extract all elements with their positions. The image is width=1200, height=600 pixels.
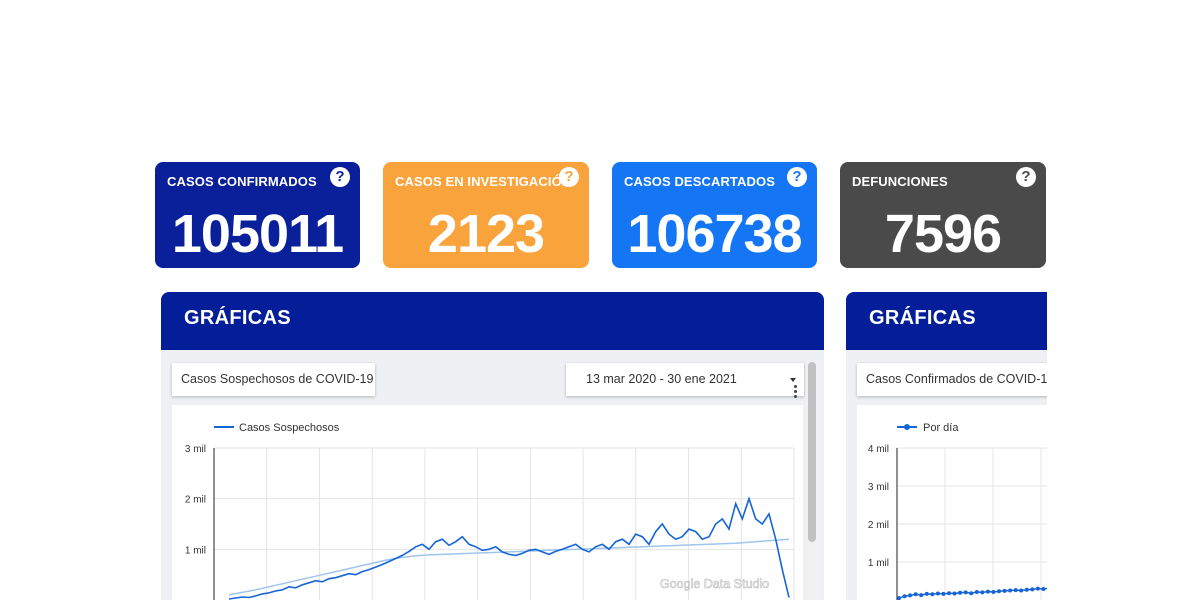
legend-label: Casos Sospechosos: [239, 422, 340, 434]
data-point: [935, 591, 940, 596]
card-value: 106738: [627, 204, 802, 264]
chart-selector-label: Casos Sospechosos de COVID-19: [181, 372, 374, 386]
card-confirmed: CASOS CONFIRMADOS ? 105011: [155, 162, 360, 268]
legend-label: Por día: [923, 422, 959, 434]
card-discarded: CASOS DESCARTADOS ? 106738: [612, 162, 817, 268]
card-label: DEFUNCIONES: [852, 174, 948, 189]
help-icon[interactable]: ?: [330, 167, 350, 187]
y-tick-label: 4 mil: [868, 444, 889, 455]
help-icon[interactable]: ?: [1016, 167, 1036, 187]
data-point: [1024, 587, 1029, 592]
y-tick-label: 2 mil: [185, 495, 206, 506]
data-point: [1002, 588, 1007, 593]
data-point: [1035, 586, 1040, 591]
data-point: [1019, 588, 1024, 593]
panel-title: GRÁFICAS: [869, 307, 976, 329]
y-tick-label: 1 mil: [185, 545, 206, 556]
data-point: [947, 591, 951, 596]
data-point: [897, 596, 901, 600]
chart-selector-label: Casos Confirmados de COVID-19: [866, 372, 1047, 386]
data-point: [919, 593, 924, 598]
legend-marker: [904, 424, 910, 430]
help-icon[interactable]: ?: [559, 167, 579, 187]
data-point: [985, 589, 990, 594]
series-line-suspected: [228, 496, 790, 600]
data-point: [908, 593, 913, 598]
data-point: [924, 591, 929, 596]
data-point: [952, 591, 957, 596]
chart-area: Casos Sospechosos 1 mil 2 mil 3 mil Google D…: [172, 405, 803, 600]
y-tick-label: 1 mil: [868, 558, 889, 569]
data-point: [980, 590, 985, 595]
y-tick-label: 2 mil: [868, 520, 889, 531]
data-point: [991, 590, 996, 594]
data-point: [974, 590, 979, 594]
data-point: [958, 590, 963, 595]
card-value: 2123: [427, 204, 545, 264]
data-point: [1013, 588, 1018, 593]
suspected-cases-chart: Casos Sospechosos 1 mil 2 mil 3 mil Google D…: [185, 422, 795, 600]
series-line-per-day: [898, 587, 1047, 599]
panel-body: Casos Sospechosos de COVID-19 13 mar 202…: [161, 350, 824, 600]
data-point: [902, 594, 907, 599]
trend-line: [228, 538, 790, 596]
more-options-icon[interactable]: [794, 385, 798, 400]
chart-selector[interactable]: Casos Sospechosos de COVID-19: [172, 363, 375, 396]
date-range-label: 13 mar 2020 - 30 ene 2021: [586, 372, 737, 386]
data-point: [930, 592, 935, 597]
watermark: Google Data Studio: [660, 577, 769, 591]
data-point: [1041, 587, 1046, 591]
data-point: [1030, 587, 1035, 592]
card-label: CASOS EN INVESTIGACIÓN: [395, 174, 572, 189]
card-label: CASOS DESCARTADOS: [624, 174, 775, 189]
scrollbar[interactable]: [806, 360, 818, 600]
chart-area: Por día 1 mil 2 mil 3 mil 4 mil: [857, 405, 1047, 600]
date-range-picker[interactable]: 13 mar 2020 - 30 ene 2021: [566, 363, 804, 396]
data-point: [963, 590, 968, 595]
data-point: [913, 592, 918, 597]
help-icon[interactable]: ?: [787, 167, 807, 187]
data-point: [1008, 588, 1013, 593]
card-investigation: CASOS EN INVESTIGACIÓN ? 2123: [383, 162, 589, 268]
panel-header: GRÁFICAS: [161, 292, 824, 350]
panel-body: Casos Confirmados de COVID-19 Por día 1 m…: [846, 350, 1047, 600]
confirmed-cases-chart: Por día 1 mil 2 mil 3 mil 4 mil: [868, 422, 1047, 600]
data-point: [941, 591, 946, 596]
graphs-panel-confirmed: GRÁFICAS Casos Confirmados de COVID-19 P…: [846, 292, 1047, 600]
y-tick-label: 3 mil: [185, 444, 206, 455]
panel-title: GRÁFICAS: [184, 307, 291, 329]
data-point: [997, 589, 1001, 594]
data-point: [969, 591, 974, 596]
card-deaths: DEFUNCIONES ? 7596: [840, 162, 1046, 268]
card-value: 105011: [171, 204, 344, 264]
dropdown-caret-icon[interactable]: [790, 378, 796, 382]
chart-selector[interactable]: Casos Confirmados de COVID-19: [857, 363, 1047, 396]
panel-header: GRÁFICAS: [846, 292, 1047, 350]
graphs-panel-suspected: GRÁFICAS Casos Sospechosos de COVID-19 1…: [161, 292, 824, 600]
scrollbar-thumb[interactable]: [808, 362, 816, 542]
card-value: 7596: [884, 204, 1002, 264]
card-label: CASOS CONFIRMADOS: [167, 174, 317, 189]
y-tick-label: 3 mil: [868, 482, 889, 493]
